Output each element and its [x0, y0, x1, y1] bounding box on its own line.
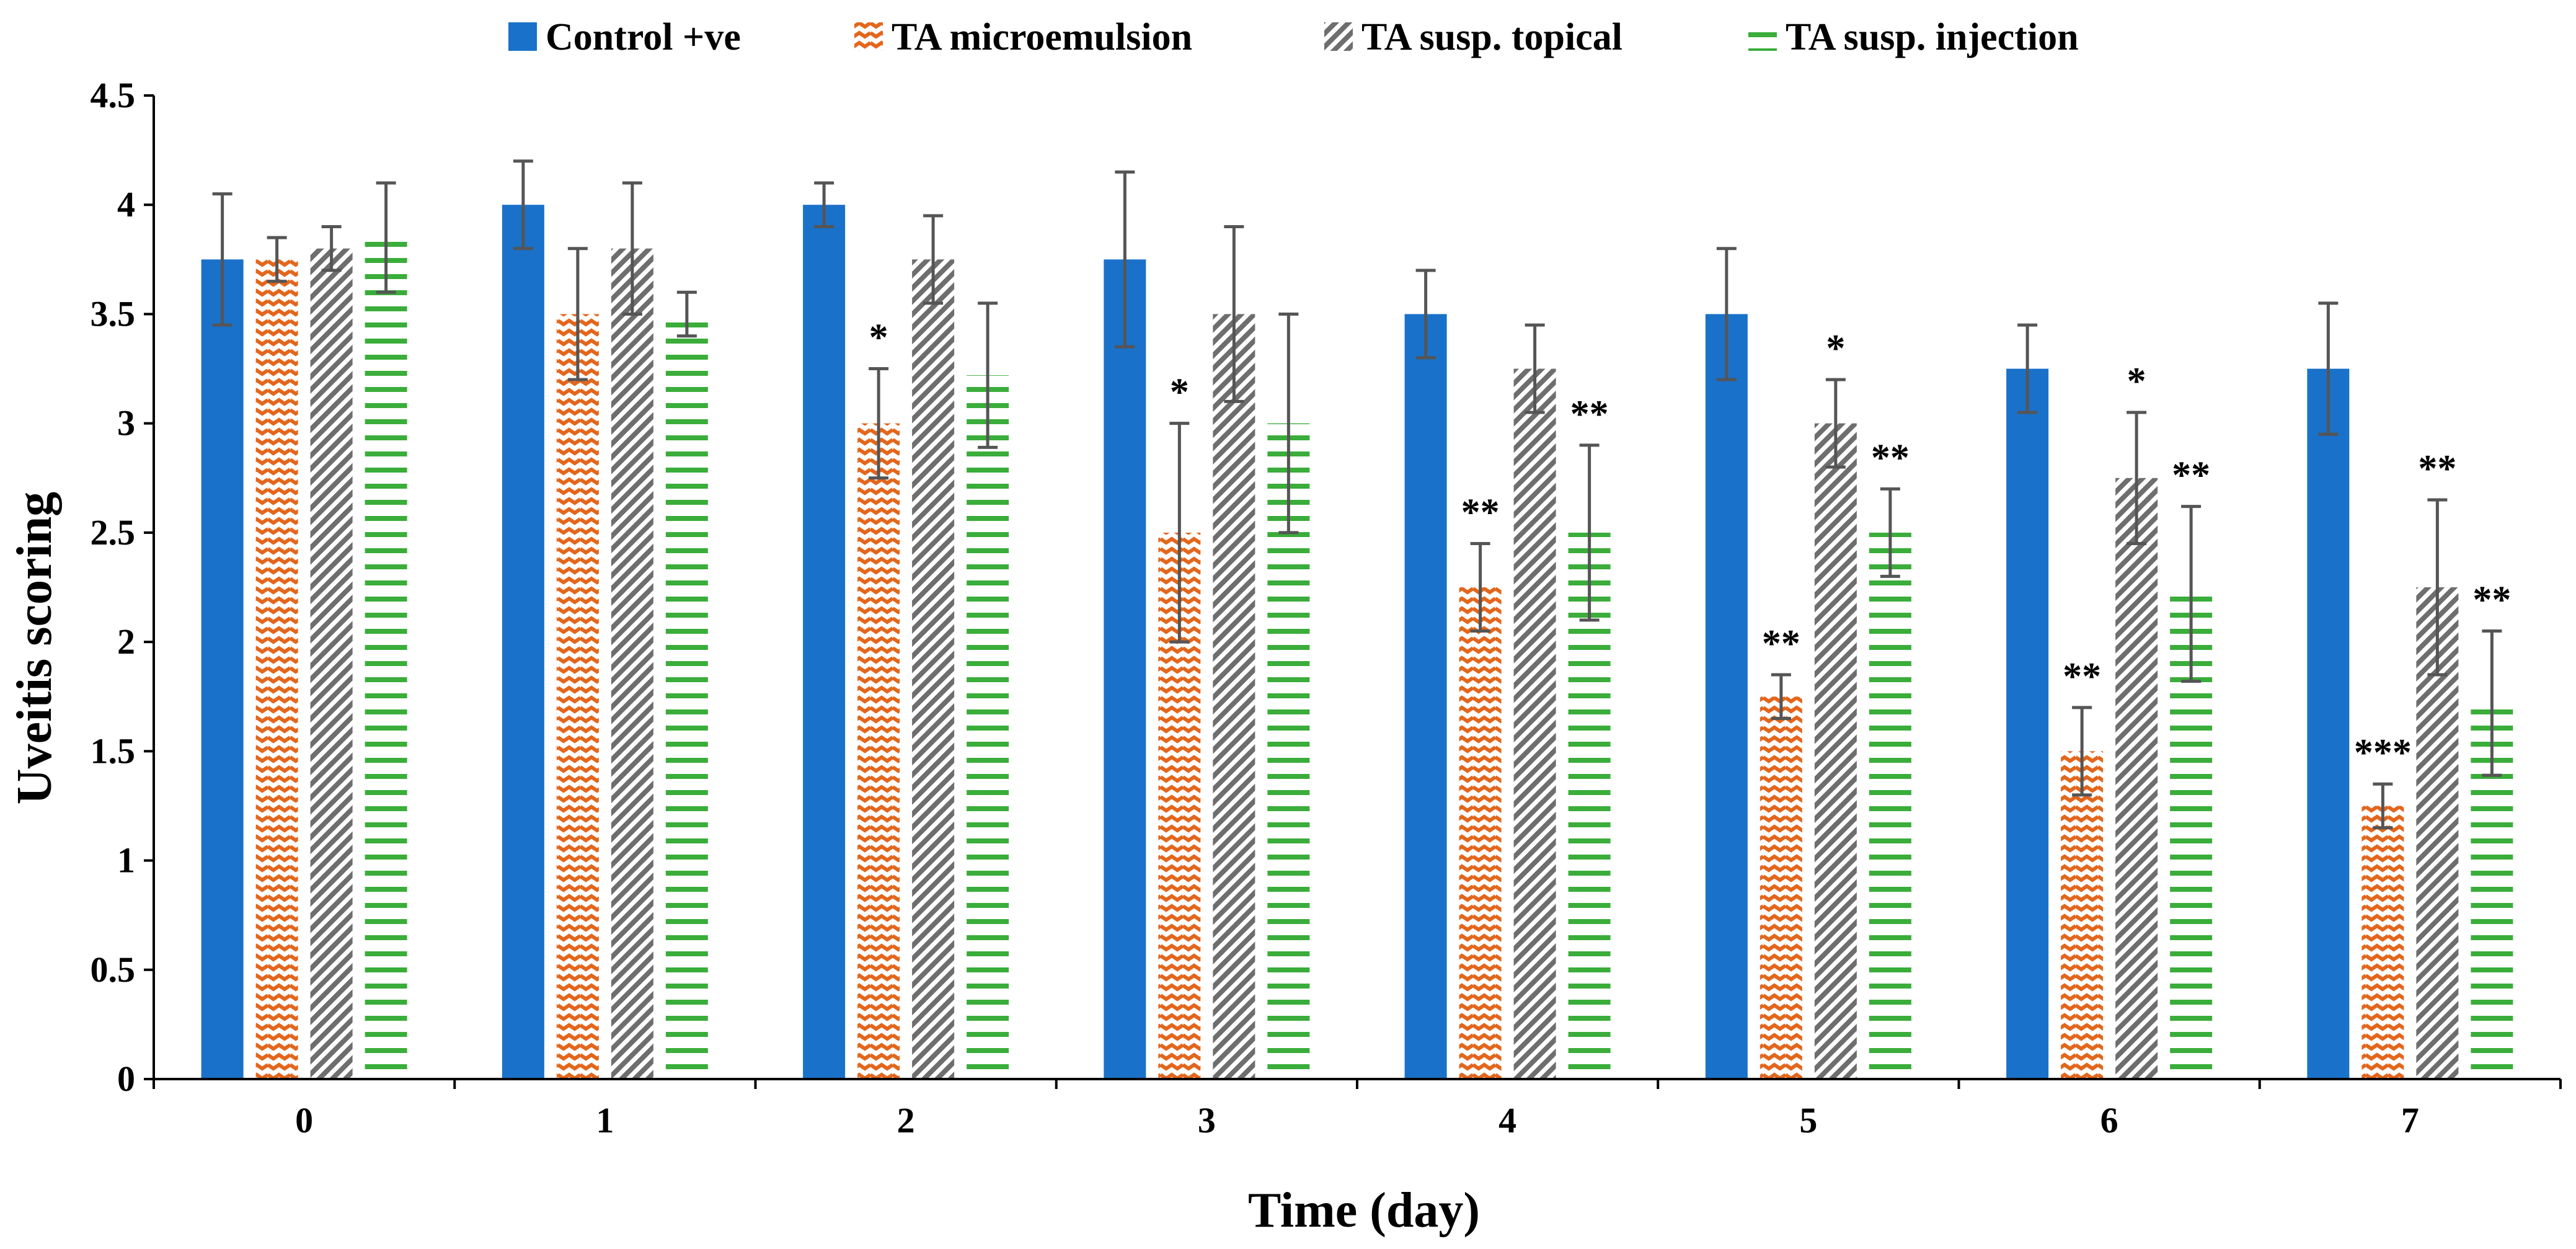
y-tick-label: 0: [117, 1059, 135, 1099]
y-tick-label: 4: [117, 184, 135, 224]
bar: [2307, 368, 2350, 1079]
x-tick-label: 5: [1799, 1100, 1817, 1140]
x-tick-label: 0: [295, 1100, 313, 1140]
legend-swatch: [1324, 22, 1353, 51]
bar: [1568, 532, 1611, 1079]
significance-label: *: [1170, 371, 1189, 414]
bar: [1104, 259, 1146, 1079]
y-tick-label: 1: [117, 840, 135, 881]
significance-label: **: [2063, 656, 2101, 698]
bar: [2061, 751, 2104, 1079]
x-axis-title: Time (day): [1248, 1183, 1480, 1238]
y-tick-label: 3.5: [91, 293, 136, 334]
significance-label: *: [1826, 327, 1845, 370]
bar: [857, 423, 900, 1079]
bar: [201, 259, 244, 1079]
bar: [365, 238, 407, 1080]
bar: [1705, 314, 1748, 1079]
legend-swatch: [508, 22, 537, 51]
bar: [2115, 478, 2158, 1079]
y-tick-label: 3: [117, 403, 135, 443]
x-tick-label: 2: [897, 1100, 915, 1140]
bar: [1459, 587, 1502, 1079]
significance-label: *: [2127, 360, 2146, 402]
y-tick-label: 0.5: [91, 949, 136, 990]
y-tick-label: 4.5: [91, 75, 136, 115]
significance-label: **: [1871, 437, 1910, 479]
bar: [1814, 423, 1857, 1079]
legend-label: TA microemulsion: [892, 16, 1192, 58]
legend-swatch: [854, 22, 883, 51]
x-tick-label: 7: [2401, 1100, 2419, 1140]
y-axis: 0 0.5 1 1.5 2 2.5 3 3.5 4 4.5: [91, 75, 155, 1099]
x-tick-label: 3: [1198, 1100, 1216, 1140]
significance-label: **: [1461, 492, 1500, 534]
plot-area: ***********************: [201, 159, 2513, 1080]
significance-label: **: [2172, 455, 2210, 497]
x-tick-label: 1: [596, 1100, 614, 1140]
legend-label: TA susp. injection: [1786, 16, 2079, 58]
x-axis: 0 1 2 3 4 5 6 7: [153, 1078, 2562, 1140]
bar: [255, 259, 298, 1079]
legend-label: TA susp. topical: [1361, 16, 1622, 58]
bar: [310, 248, 353, 1079]
x-tick-label: 6: [2100, 1100, 2118, 1140]
bar: [803, 205, 846, 1080]
bar: [611, 248, 653, 1079]
bar: [1213, 314, 1255, 1079]
bar: [556, 314, 599, 1079]
bar: [665, 314, 708, 1079]
x-tick-label: 4: [1498, 1100, 1516, 1140]
significance-label: **: [2472, 579, 2511, 621]
significance-label: *: [869, 317, 888, 359]
bar: [1513, 368, 1556, 1079]
bar: [2006, 368, 2049, 1079]
legend-label: Control +ve: [546, 16, 741, 58]
bar: [967, 375, 1009, 1079]
bar: [1404, 314, 1447, 1079]
legend: Control +ve TA microemulsion TA susp. topi…: [508, 16, 2079, 58]
y-tick-label: 2: [117, 621, 135, 662]
bar: [2361, 806, 2404, 1079]
bar: [1869, 532, 1911, 1079]
significance-label: **: [1762, 623, 1800, 665]
legend-swatch: [1748, 22, 1777, 51]
bar: [502, 205, 544, 1080]
y-tick-label: 1.5: [91, 731, 136, 771]
y-axis-title: Uveitis scoring: [7, 492, 62, 804]
y-tick-label: 2.5: [91, 512, 136, 553]
significance-label: ***: [2354, 732, 2412, 774]
significance-label: **: [2418, 448, 2456, 490]
bar: [912, 259, 955, 1079]
bar: [1759, 696, 1802, 1079]
significance-label: **: [1570, 393, 1609, 435]
